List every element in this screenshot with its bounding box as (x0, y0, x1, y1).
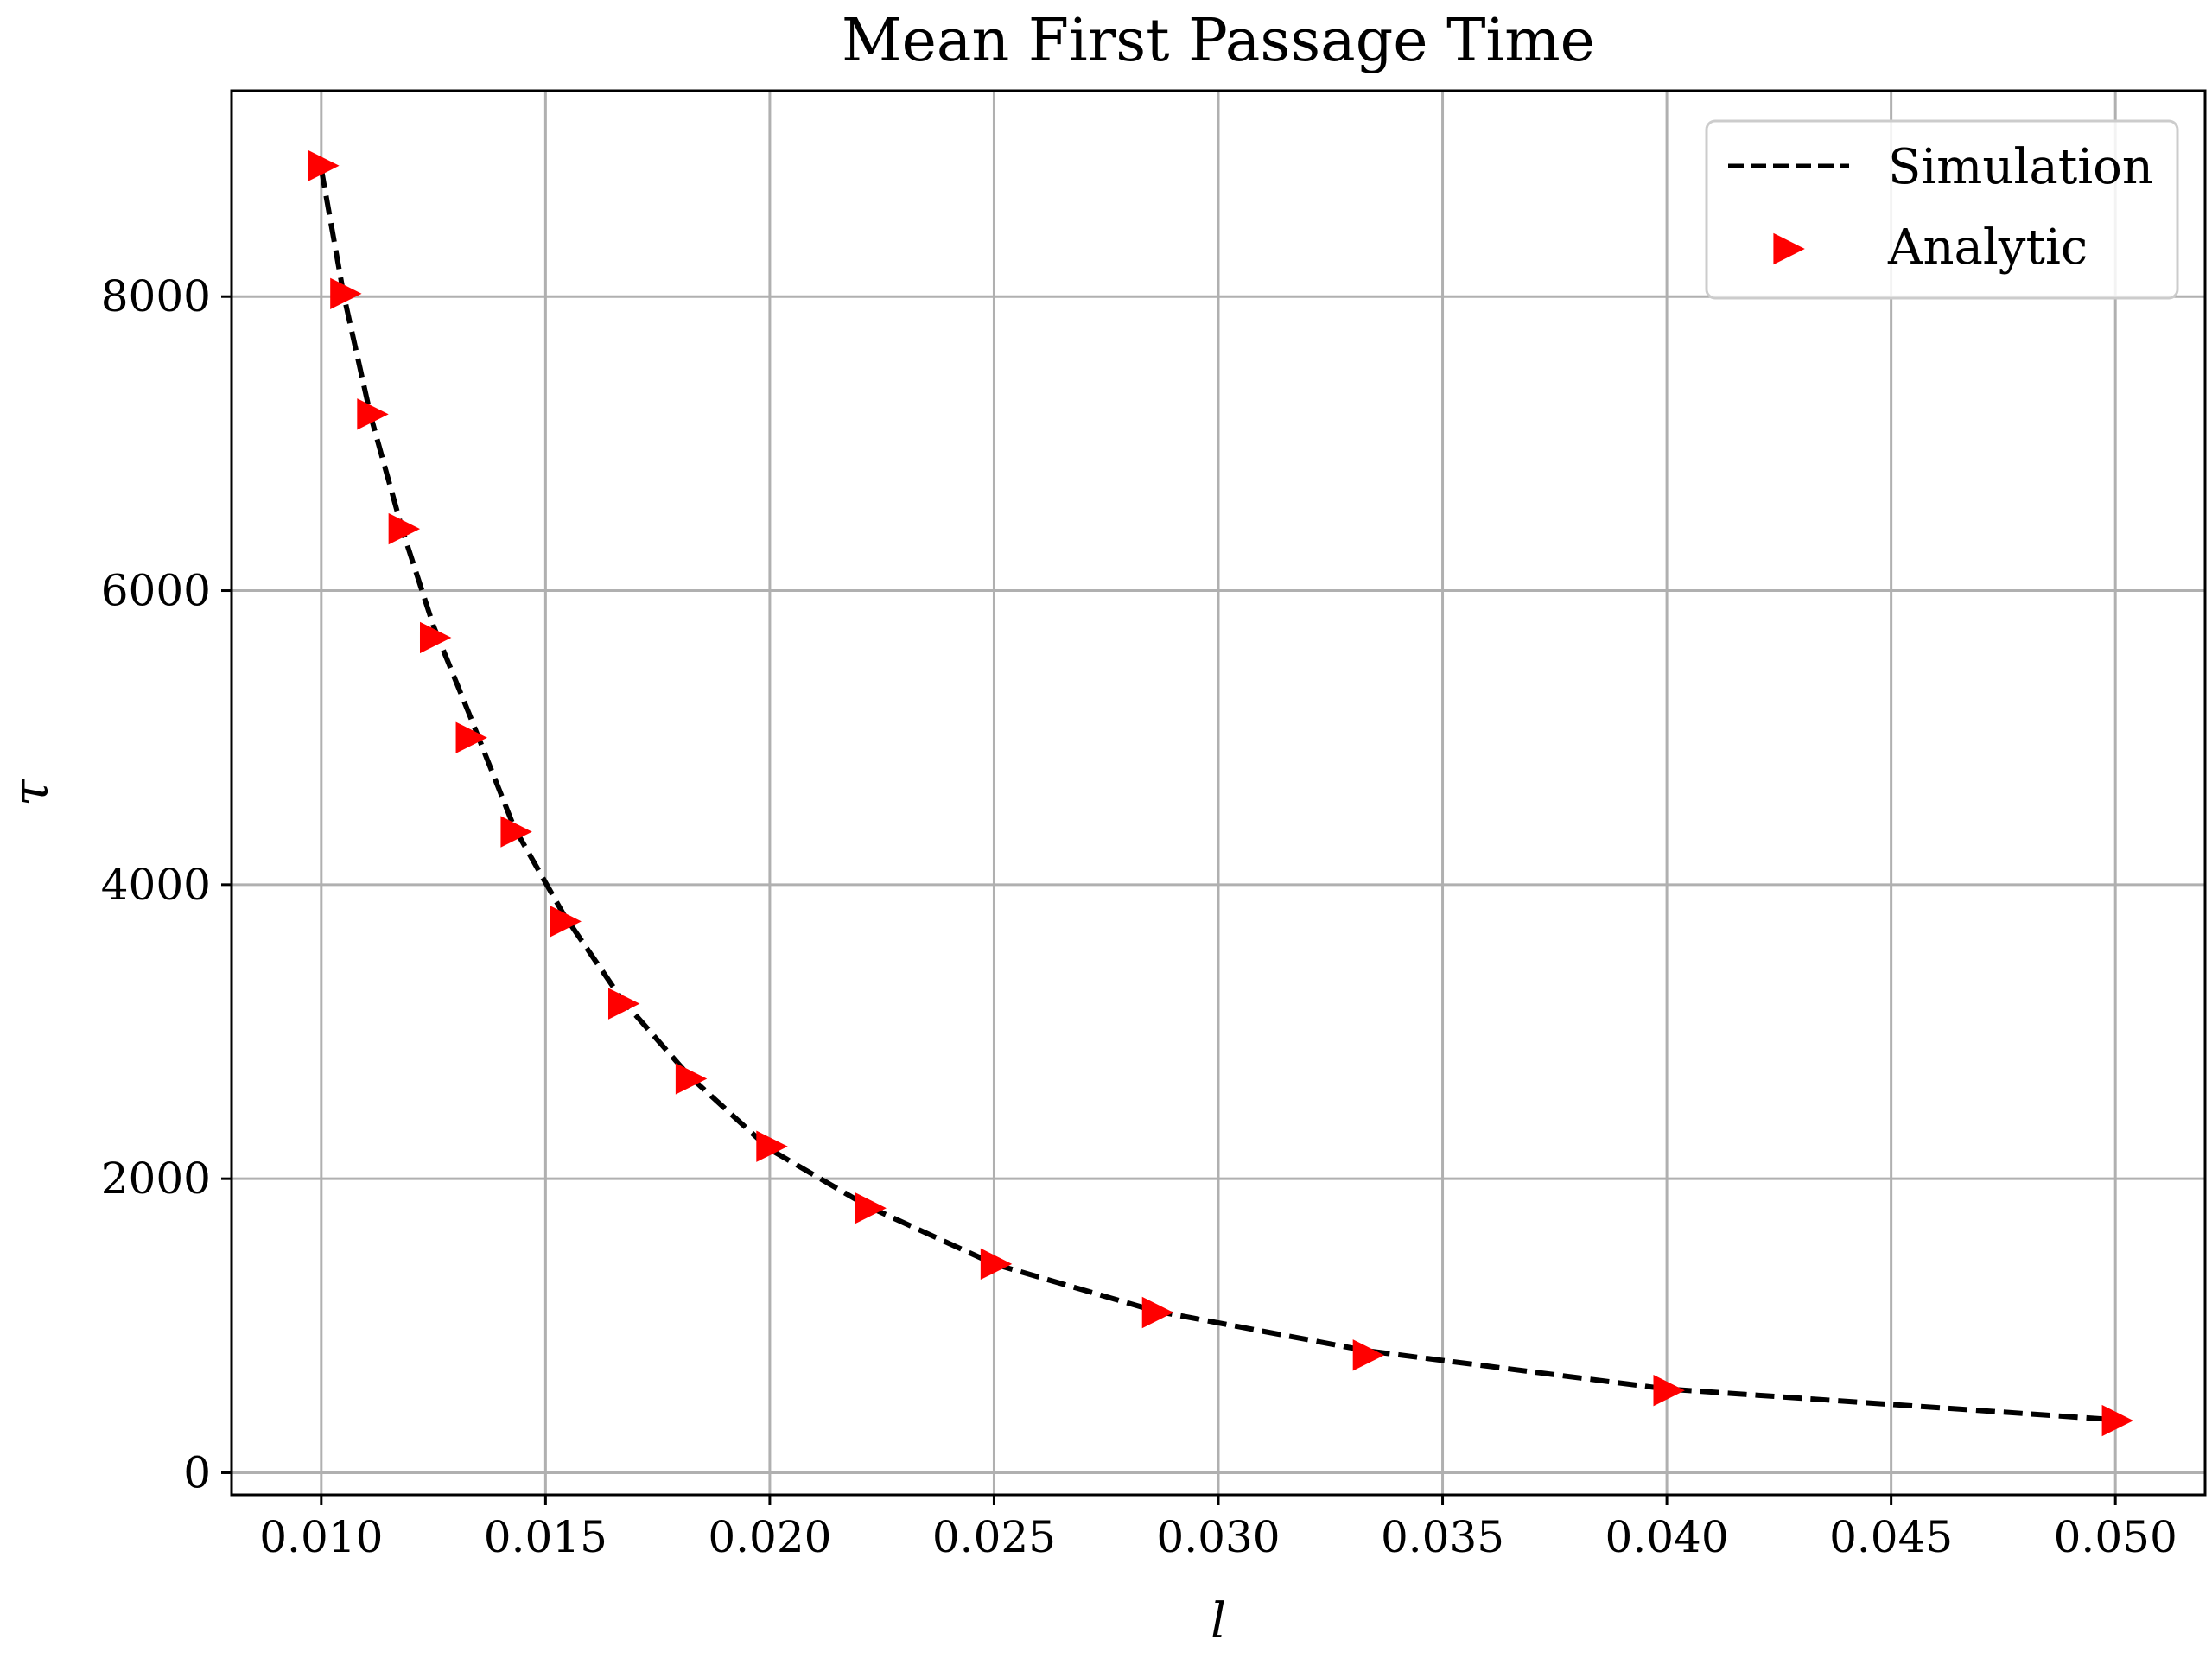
analytic-marker (756, 1130, 788, 1162)
y-tick-label: 4000 (101, 860, 211, 910)
chart-title: Mean First Passage Time (842, 7, 1595, 75)
x-tick-label: 0.020 (708, 1512, 831, 1562)
x-tick-label: 0.045 (1829, 1512, 1953, 1562)
legend: Simulation Analytic (1705, 119, 2179, 300)
x-tick-label: 0.015 (484, 1512, 607, 1562)
legend-analytic-swatch (1773, 232, 1805, 265)
grid (232, 91, 2205, 1495)
y-tick-label: 8000 (101, 271, 211, 321)
x-axis-label: l (1211, 1593, 1226, 1649)
analytic-marker (455, 721, 487, 753)
analytic-marker (357, 398, 389, 430)
x-tick-label: 0.050 (2054, 1512, 2177, 1562)
y-tick-label: 2000 (101, 1154, 211, 1204)
analytic-marker (388, 512, 421, 545)
legend-simulation-label: Simulation (1888, 139, 2153, 195)
axis-ticks: 0.010 0.015 0.020 0.025 0.030 0.035 0.040 0.045… (101, 271, 2177, 1562)
analytic-marker (675, 1063, 708, 1095)
legend-analytic-label: Analytic (1887, 219, 2088, 276)
y-axis-label: τ (3, 779, 60, 806)
analytic-marker (608, 988, 640, 1020)
x-tick-label: 0.010 (259, 1512, 383, 1562)
x-tick-label: 0.030 (1156, 1512, 1280, 1562)
analytic-marker (550, 906, 582, 938)
y-tick-label: 0 (183, 1447, 211, 1497)
analytic-marker (1352, 1339, 1385, 1371)
x-tick-label: 0.035 (1381, 1512, 1504, 1562)
x-tick-label: 0.040 (1605, 1512, 1729, 1562)
analytic-marker (308, 149, 340, 181)
analytic-marker (419, 621, 452, 654)
analytic-marker (980, 1248, 1013, 1281)
analytic-marker (1653, 1374, 1685, 1407)
analytic-marker (855, 1192, 887, 1224)
x-tick-label: 0.025 (932, 1512, 1056, 1562)
analytic-marker (2101, 1404, 2133, 1437)
analytic-marker (500, 816, 532, 848)
analytic-marker (1141, 1296, 1174, 1329)
plot-area (308, 149, 2133, 1437)
analytic-marker (330, 277, 362, 310)
y-tick-label: 6000 (101, 566, 211, 616)
